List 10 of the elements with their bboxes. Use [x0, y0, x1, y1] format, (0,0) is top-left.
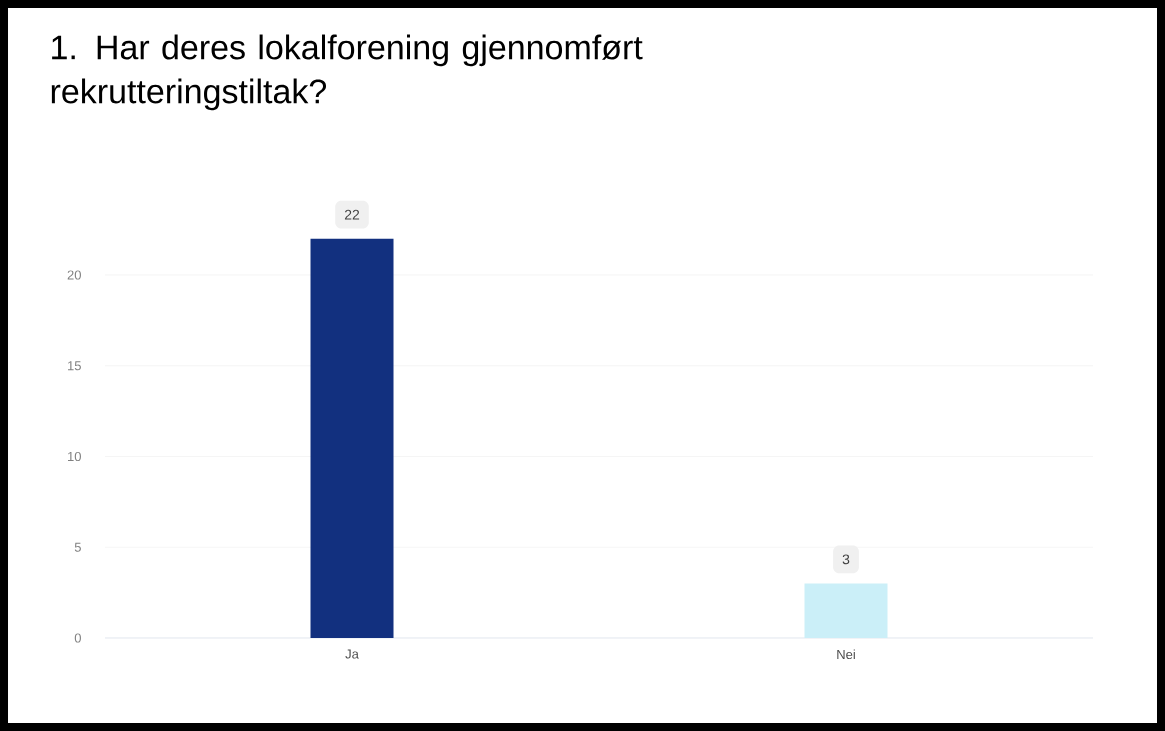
x-tick-label: Ja: [345, 649, 359, 659]
y-tick-label: 15: [68, 361, 81, 371]
chart-title: 1. Har deres lokalforening gjennomført rekrutteringstiltak?: [51, 34, 643, 111]
x-tick-label: Nei: [837, 649, 855, 660]
data-label: 22: [344, 209, 360, 220]
data-label: 3: [842, 554, 850, 565]
y-tick-label: 5: [74, 542, 81, 552]
y-tick-label: 10: [68, 451, 81, 462]
y-tick-label: 20: [67, 270, 81, 280]
y-tick-label: 0: [74, 633, 81, 643]
